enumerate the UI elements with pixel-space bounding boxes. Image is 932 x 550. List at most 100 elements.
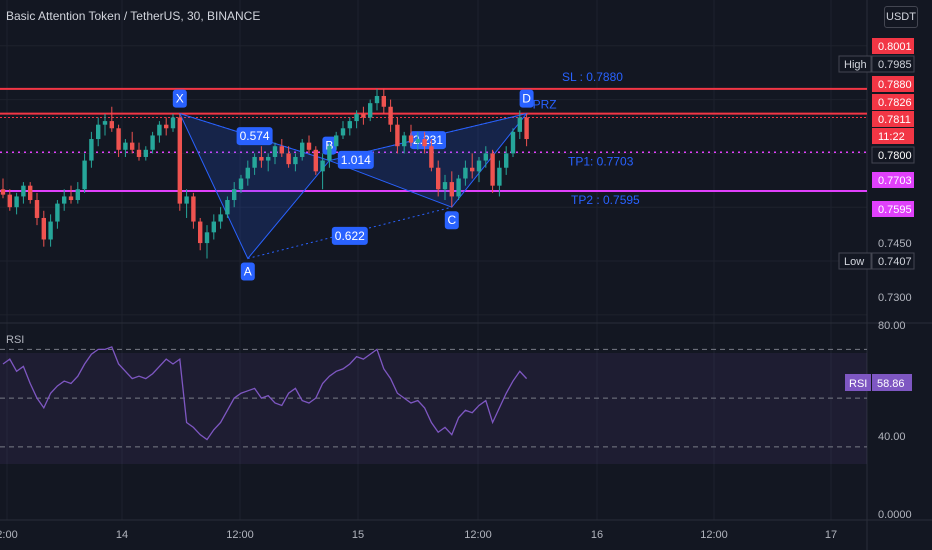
candle-body — [68, 196, 74, 201]
candle-body — [109, 121, 114, 129]
level-label: TP1: 0.7703 — [568, 154, 634, 168]
ratio-label-bg — [410, 131, 446, 150]
candle-body — [279, 146, 284, 154]
candle-body — [164, 124, 169, 129]
pattern-point-label: A — [244, 265, 252, 279]
candle-body — [470, 167, 475, 172]
price-tag-label: 0.7703 — [878, 175, 912, 187]
ratio-label: 2.231 — [413, 133, 443, 147]
candle-body — [374, 95, 380, 104]
candle-body — [408, 135, 414, 143]
rsi-tag-bg — [872, 374, 912, 391]
candle-body — [327, 146, 332, 161]
candle-body — [422, 139, 427, 147]
candle-body — [55, 203, 60, 222]
candle-body — [14, 196, 19, 208]
time-tick-label: 17 — [825, 529, 837, 541]
candle-body — [361, 113, 366, 118]
rsi-tag-value: 58.86 — [877, 378, 905, 390]
candle-body — [517, 117, 522, 132]
candle-body — [381, 95, 386, 107]
price-tag-bg — [872, 94, 914, 110]
candle-body — [313, 149, 318, 172]
candle-body — [429, 146, 434, 168]
rsi-tag-name: RSI — [849, 378, 867, 390]
price-tag-bg — [871, 55, 915, 73]
price-tag-prefix-bg — [838, 252, 872, 270]
time-tick-label: 14 — [116, 529, 128, 541]
price-tag-label: 0.7800 — [878, 150, 912, 162]
price-tick-label: 0.7450 — [878, 238, 912, 250]
price-tag-bg — [872, 111, 914, 127]
candle-body — [286, 153, 291, 165]
candle-body — [436, 167, 441, 190]
candle-body — [82, 160, 87, 190]
candle-body — [354, 113, 359, 122]
ratio-label-bg — [236, 127, 273, 146]
candle-body — [504, 153, 509, 168]
rsi-tick-label: 40.00 — [878, 431, 906, 443]
time-tick-label: 12:00 — [226, 529, 254, 541]
candle-body — [96, 124, 101, 140]
price-tag-label: 0.7407 — [878, 256, 912, 268]
candle-body — [347, 121, 352, 129]
price-tag-bg — [871, 252, 915, 270]
candle-body — [41, 217, 46, 240]
price-tag-prefix: Low — [844, 256, 864, 268]
candle-body — [116, 128, 121, 150]
rsi-pane — [0, 346, 867, 464]
price-tag-label: 0.7826 — [878, 97, 912, 109]
ratio-label: 0.622 — [335, 229, 365, 243]
candle-body — [524, 117, 529, 140]
candle-body — [232, 189, 237, 201]
candle-body — [415, 139, 420, 143]
pattern-point-bg — [240, 262, 255, 281]
pattern-point-bg — [444, 211, 459, 230]
candle-body — [7, 194, 12, 208]
price-tag-bg — [872, 76, 914, 92]
prz-label: PRZ — [533, 98, 557, 112]
currency-unit-button[interactable]: USDT — [884, 6, 918, 28]
candle-body — [340, 128, 346, 136]
candle-body — [28, 185, 33, 201]
candle-body — [157, 124, 162, 136]
candle-body — [143, 149, 148, 157]
candle-body — [89, 139, 94, 161]
candle-body — [204, 232, 210, 244]
candle-body — [266, 156, 271, 161]
candle-body — [490, 153, 495, 186]
candle-body — [238, 178, 244, 190]
candle-body — [510, 131, 516, 154]
ratio-label: 1.014 — [341, 153, 371, 167]
candle-body — [184, 196, 189, 204]
candle-body — [442, 182, 448, 190]
price-tag-label: 0.7595 — [878, 204, 912, 216]
candle-body — [0, 189, 6, 195]
candle-body — [102, 121, 108, 125]
candle-body — [306, 142, 312, 150]
candle-body — [191, 196, 196, 222]
axes: 0.7450 0.7300 0.8001 High 0.7985 0.7880 0.7826… — [0, 38, 915, 541]
ratio-label-bg — [337, 150, 374, 169]
candle-body — [402, 135, 407, 147]
candle-body — [334, 135, 339, 147]
time-tick-label: 12:00 — [700, 529, 728, 541]
candle-body — [136, 149, 142, 157]
candle-body — [272, 146, 278, 157]
price-tag-prefix-bg — [838, 55, 872, 73]
candle-body — [48, 221, 53, 240]
time-tick-label: 16 — [591, 529, 603, 541]
candle-body — [395, 124, 400, 147]
rsi-line — [2, 346, 528, 441]
candle-body — [150, 135, 155, 150]
level-label: TP2 : 0.7595 — [571, 193, 640, 207]
candle-body — [34, 200, 40, 218]
level-label: SL : 0.7880 — [562, 70, 623, 84]
rsi-tag-name-bg — [845, 374, 871, 391]
candle-body — [218, 214, 223, 222]
rsi-title: RSI — [6, 334, 25, 346]
time-tick-label: 15 — [352, 529, 364, 541]
candle-body — [259, 156, 264, 161]
